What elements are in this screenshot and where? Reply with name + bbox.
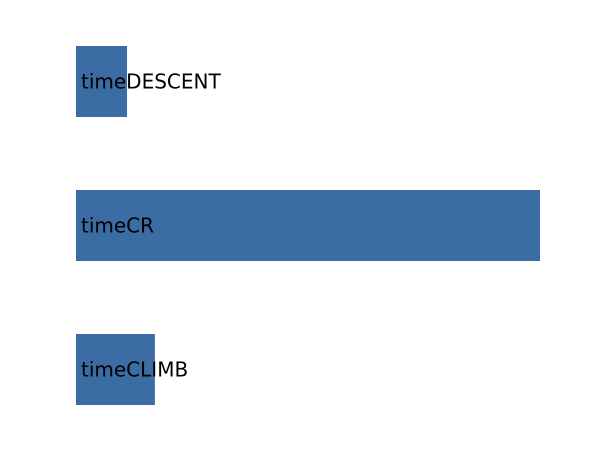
bar-label-timeCLIMB: timeCLIMB — [81, 358, 188, 382]
bar-timeCR — [76, 190, 540, 261]
bar-timeCLIMB — [76, 334, 155, 405]
bar-label-timeDESCENT: timeDESCENT — [81, 70, 221, 94]
bar-timeDESCENT — [76, 46, 128, 117]
bar-label-timeCR: timeCR — [81, 214, 154, 238]
